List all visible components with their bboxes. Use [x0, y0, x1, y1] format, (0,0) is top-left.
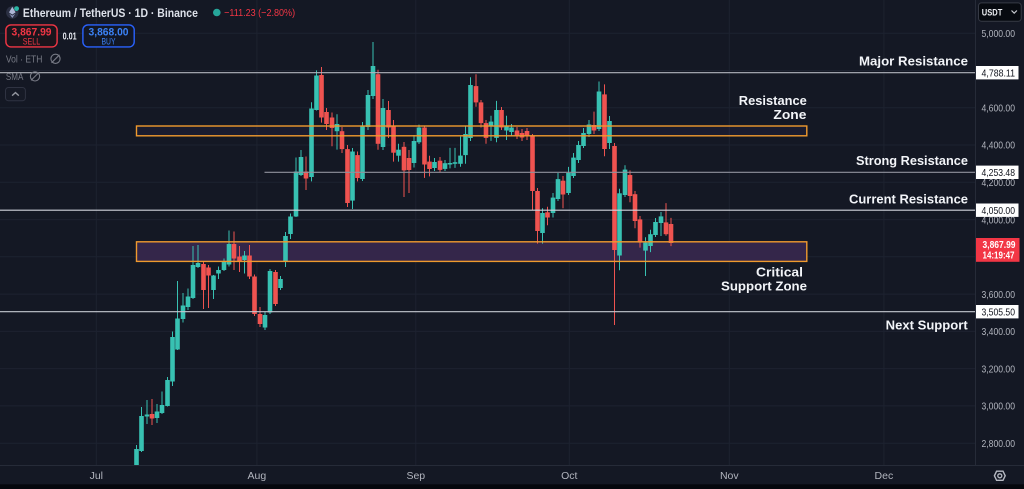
svg-text:2,800.00: 2,800.00 [982, 438, 1016, 450]
svg-text:Nov: Nov [720, 470, 739, 482]
svg-text:Support Zone: Support Zone [721, 280, 807, 294]
svg-text:5,000.00: 5,000.00 [982, 28, 1016, 40]
svg-text:3,600.00: 3,600.00 [982, 289, 1016, 301]
svg-text:14:19:47: 14:19:47 [983, 250, 1015, 261]
svg-text:−111.23 (−2.80%): −111.23 (−2.80%) [224, 8, 295, 19]
svg-text:Dec: Dec [875, 470, 894, 482]
svg-text:Next Support: Next Support [886, 318, 969, 332]
svg-text:4,788.11: 4,788.11 [982, 67, 1016, 79]
svg-text:Ethereum / TetherUS · 1D · Bin: Ethereum / TetherUS · 1D · Binance [23, 6, 198, 20]
svg-text:3,000.00: 3,000.00 [982, 401, 1016, 413]
svg-text:Major Resistance: Major Resistance [859, 55, 968, 69]
svg-text:3,505.50: 3,505.50 [982, 306, 1016, 318]
svg-text:4,400.00: 4,400.00 [982, 140, 1016, 152]
svg-text:Zone: Zone [773, 108, 806, 122]
svg-text:4,253.48: 4,253.48 [982, 167, 1016, 179]
svg-text:Resistance: Resistance [739, 94, 807, 108]
svg-text:Aug: Aug [248, 470, 267, 482]
svg-text:BUY: BUY [102, 37, 116, 47]
svg-text:Critical: Critical [756, 266, 803, 280]
svg-text:3,867.99: 3,867.99 [983, 239, 1016, 251]
svg-text:3,200.00: 3,200.00 [982, 363, 1016, 375]
svg-text:0.01: 0.01 [63, 31, 77, 42]
svg-text:3,867.99: 3,867.99 [12, 27, 52, 39]
svg-text:Sep: Sep [406, 470, 425, 482]
svg-text:3,868.00: 3,868.00 [89, 27, 129, 39]
svg-text:4,000.00: 4,000.00 [982, 214, 1016, 226]
svg-text:Vol · ETH: Vol · ETH [6, 53, 43, 65]
svg-text:SMA: SMA [6, 71, 24, 83]
svg-text:Current Resistance: Current Resistance [849, 193, 968, 207]
svg-text:3,400.00: 3,400.00 [982, 326, 1016, 338]
svg-text:SELL: SELL [23, 37, 41, 47]
svg-text:Oct: Oct [561, 470, 577, 482]
svg-text:USDT: USDT [982, 8, 1003, 19]
svg-text:4,050.00: 4,050.00 [982, 205, 1016, 217]
svg-text:4,600.00: 4,600.00 [982, 102, 1016, 114]
svg-text:4,200.00: 4,200.00 [982, 177, 1016, 189]
svg-text:Jul: Jul [90, 470, 103, 482]
svg-text:Strong Resistance: Strong Resistance [856, 154, 968, 168]
